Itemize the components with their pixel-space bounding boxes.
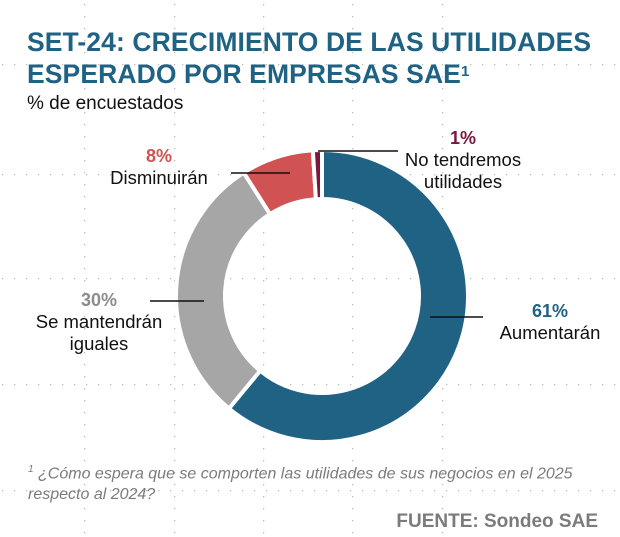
- title-line-1: SET-24: CRECIMIENTO DE LAS UTILIDADES: [27, 27, 592, 57]
- data-label-disminuiran: 8% Disminuirán: [100, 145, 218, 189]
- donut-slice-no-tendremos-utilidades: [310, 147, 324, 202]
- value-label-no-utilidades: 1%: [449, 128, 476, 148]
- category-label-disminuiran: Disminuirán: [110, 167, 208, 188]
- data-label-aumentaran: 61% Aumentarán: [488, 300, 612, 344]
- value-label-disminuiran: 8%: [145, 146, 172, 166]
- donut-slice-se-mantendran-iguales: [174, 169, 273, 412]
- source-note: FUENTE: Sondeo SAE: [396, 511, 598, 532]
- category-label-mantendran-2: iguales: [69, 333, 129, 354]
- value-label-mantendran: 30%: [80, 290, 118, 310]
- category-label-mantendran-1: Se mantendrán: [35, 311, 163, 332]
- category-label-no-utilidades-1: No tendremos: [404, 149, 522, 170]
- value-label-aumentaran: 61%: [531, 301, 569, 321]
- title-footnote-marker: 1: [460, 63, 470, 80]
- data-label-mantendran: 30% Se mantendrán iguales: [24, 289, 174, 355]
- footnote: 1 ¿Cómo espera que se comporten las util…: [28, 459, 608, 505]
- title-line-2: ESPERADO POR EMPRESAS SAE: [27, 59, 461, 89]
- footnote-marker: 1: [28, 464, 34, 475]
- chart-subtitle: % de encuestados: [27, 93, 184, 114]
- category-label-no-utilidades-2: utilidades: [423, 171, 503, 192]
- donut-slice-aumentaran: [226, 147, 470, 444]
- footnote-text: ¿Cómo espera que se comporten las utilid…: [28, 465, 573, 504]
- data-label-no-utilidades: 1% No tendremos utilidades: [398, 127, 528, 193]
- chart-title: SET-24: CRECIMIENTO DE LAS UTILIDADES ES…: [27, 26, 591, 90]
- category-label-aumentaran: Aumentarán: [499, 322, 601, 343]
